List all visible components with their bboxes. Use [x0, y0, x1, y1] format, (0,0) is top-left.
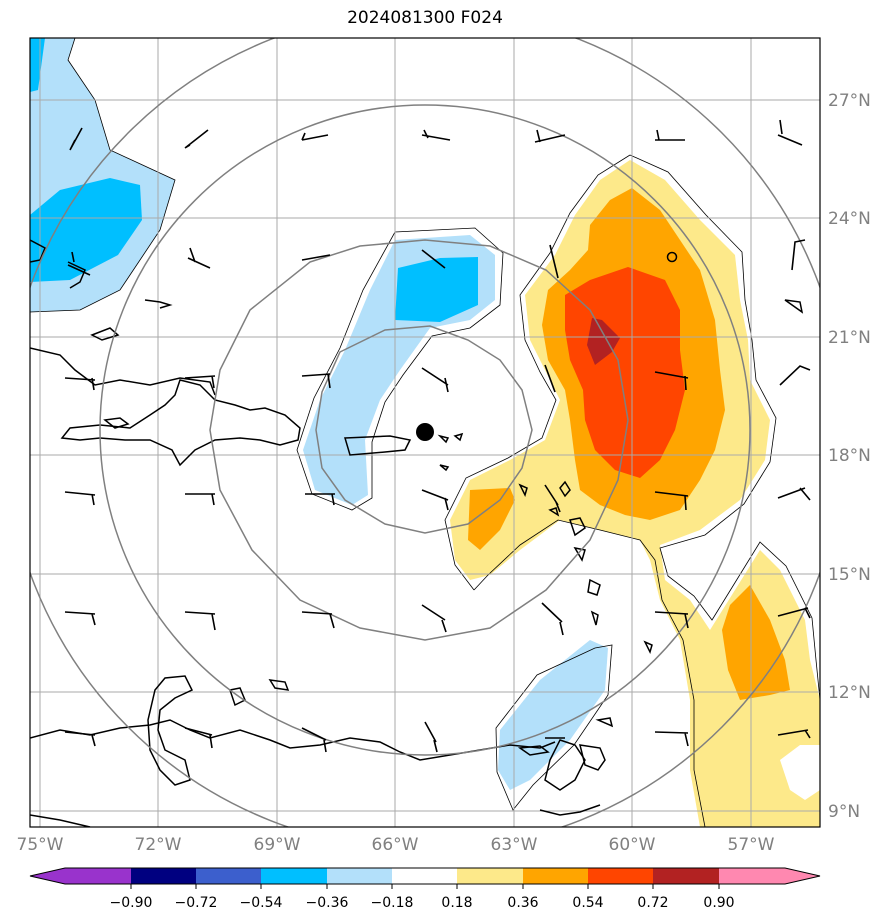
lat-label: 9°N — [828, 802, 860, 822]
lon-label: 75°W — [17, 835, 64, 855]
positive-anomaly-shading — [450, 160, 820, 827]
lat-label: 18°N — [828, 446, 871, 466]
contour-lines — [30, 38, 820, 827]
lat-label: 21°N — [828, 328, 871, 348]
lon-label: 69°W — [254, 835, 301, 855]
colorbar-tick-label: −0.54 — [240, 895, 283, 911]
map-fields — [30, 38, 820, 827]
colorbar-extend-low — [30, 868, 65, 884]
lon-label: 57°W — [728, 835, 775, 855]
colorbar-tick-label: −0.18 — [371, 895, 414, 911]
lon-label: 60°W — [609, 835, 656, 855]
colorbar-tick-label: 0.72 — [637, 895, 668, 911]
colorbar-tick-label: 0.90 — [703, 895, 734, 911]
lat-label: 15°N — [828, 565, 871, 585]
longitude-labels: 75°W 72°W 69°W 66°W 63°W 60°W 57°W — [17, 835, 775, 855]
map-title: 2024081300 F024 — [347, 8, 503, 28]
storm-center-marker — [416, 423, 434, 441]
map-frame — [29, 37, 821, 828]
lon-label: 63°W — [491, 835, 538, 855]
lat-label: 27°N — [828, 91, 871, 111]
lon-label: 66°W — [372, 835, 419, 855]
wind-barbs — [64, 119, 811, 753]
graticule — [30, 38, 820, 827]
colorbar-tick-label: 0.36 — [507, 895, 538, 911]
lon-label: 72°W — [135, 835, 182, 855]
colorbar-tick-label: −0.36 — [306, 895, 349, 911]
colorbar-extend-high — [785, 868, 820, 884]
range-rings — [30, 38, 820, 827]
lat-label: 24°N — [828, 209, 871, 229]
colorbar-tick-label: −0.72 — [175, 895, 218, 911]
colorbar-tick-label: 0.54 — [572, 895, 603, 911]
latitude-labels: 27°N 24°N 21°N 18°N 15°N 12°N 9°N — [828, 91, 871, 822]
colorbar-tick-label: 0.18 — [441, 895, 472, 911]
lat-label: 12°N — [828, 683, 871, 703]
colorbar-tick-label: −0.90 — [110, 895, 153, 911]
small-circle-marker — [666, 251, 678, 263]
colorbar: −0.90 −0.72 −0.54 −0.36 −0.18 0.18 0.36 … — [29, 867, 821, 911]
